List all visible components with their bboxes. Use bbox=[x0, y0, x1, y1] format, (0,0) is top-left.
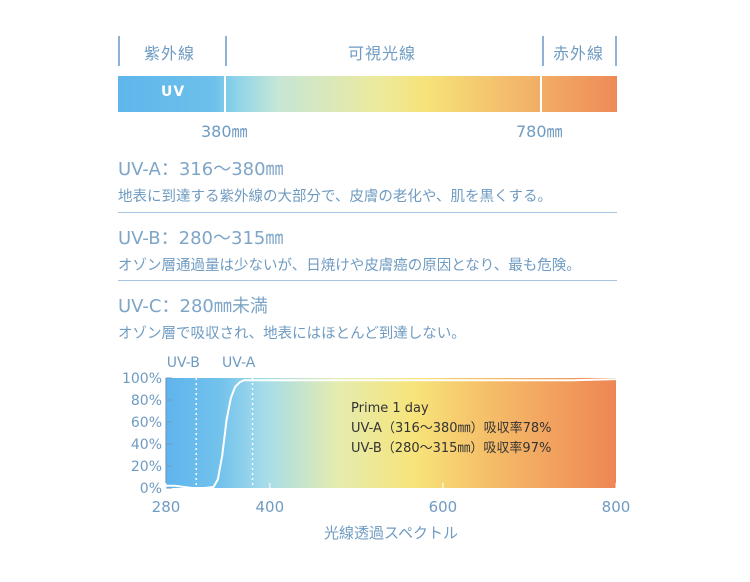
y-tick-label: 20% bbox=[131, 459, 162, 475]
band-divider bbox=[225, 36, 227, 66]
y-tick-label: 60% bbox=[131, 415, 162, 431]
annotation-uvb: UV-B（280〜315㎜）吸収率97% bbox=[351, 440, 551, 456]
wavelength-mark-780: 780㎜ bbox=[516, 122, 563, 141]
band-divider bbox=[542, 36, 544, 66]
uv-gradient-label: UV bbox=[161, 84, 186, 100]
uv-c-title: UV-C：280㎜未満 bbox=[118, 296, 268, 317]
band-label-visible: 可視光線 bbox=[348, 44, 417, 63]
region-label: UV-A bbox=[222, 355, 256, 371]
uv-c-block: UV-C：280㎜未満 オゾン層で吸収され、地表にはほとんど到達しない。 bbox=[118, 292, 618, 343]
annotation-product: Prime 1 day bbox=[351, 401, 429, 416]
x-tick-label: 280 bbox=[152, 498, 181, 516]
uv-c-description: オゾン層で吸収され、地表にはほとんど到達しない。 bbox=[118, 326, 466, 342]
region-label: UV-B bbox=[167, 355, 200, 371]
y-tick-label: 80% bbox=[131, 393, 162, 409]
transmission-series-line bbox=[166, 378, 617, 489]
spectrum-bar: 紫外線 可視光線 赤外線 UV bbox=[118, 36, 617, 112]
divider bbox=[118, 280, 617, 281]
band-label-ir: 赤外線 bbox=[553, 44, 605, 63]
band-cut bbox=[224, 76, 226, 112]
uv-b-title: UV-B：280〜315㎜ bbox=[118, 228, 284, 249]
x-axis-label: 光線透過スペクトル bbox=[324, 524, 458, 542]
uv-b-description: オゾン層通過量は少ないが、日焼けや皮膚癌の原因となり、最も危険。 bbox=[118, 258, 581, 274]
y-tick-label: 40% bbox=[131, 437, 162, 453]
uv-a-description: 地表に到達する紫外線の大部分で、皮膚の老化や、肌を黒くする。 bbox=[118, 189, 552, 205]
x-tick-label: 400 bbox=[256, 498, 285, 516]
annotation-uva: UV-A（316〜380㎜）吸収率78% bbox=[351, 420, 551, 436]
spectrum-gradient: UV bbox=[118, 76, 617, 112]
band-labels: 紫外線 可視光線 赤外線 bbox=[118, 36, 617, 66]
uv-b-block: UV-B：280〜315㎜ オゾン層通過量は少ないが、日焼けや皮膚癌の原因となり… bbox=[118, 224, 618, 275]
plot-area bbox=[166, 378, 616, 488]
band-cut bbox=[540, 76, 542, 112]
x-tick-label: 800 bbox=[602, 498, 631, 516]
divider bbox=[118, 212, 617, 213]
wavelength-mark-380: 380㎜ bbox=[201, 122, 248, 141]
band-label-uv: 紫外線 bbox=[144, 44, 196, 63]
uv-a-block: UV-A：316〜380㎜ 地表に到達する紫外線の大部分で、皮膚の老化や、肌を黒… bbox=[118, 155, 618, 206]
y-tick-label: 0% bbox=[140, 481, 162, 497]
uv-a-title: UV-A：316〜380㎜ bbox=[118, 159, 284, 180]
x-tick-label: 600 bbox=[429, 498, 458, 516]
y-tick-label: 100% bbox=[122, 371, 162, 387]
